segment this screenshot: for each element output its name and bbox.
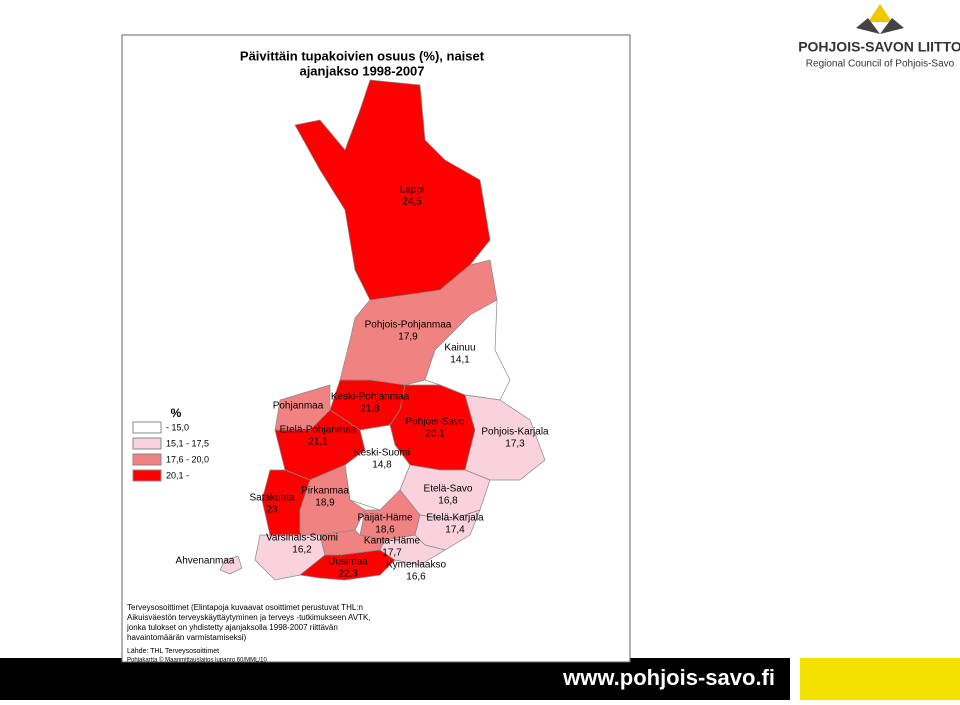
region-value: 21,8 xyxy=(360,404,380,415)
region-name: Lappi xyxy=(400,185,424,196)
legend-label: 17,6 - 20,0 xyxy=(166,454,209,464)
legend-title: % xyxy=(171,406,182,420)
logo-subtitle: Regional Council of Pohjois-Savo xyxy=(806,59,955,70)
region-value: 22,3 xyxy=(338,569,358,580)
logo-name: POHJOIS-SAVON LIITTO xyxy=(798,39,960,55)
region-name: Pohjois-Pohjanmaa xyxy=(365,320,452,331)
region xyxy=(379,534,446,566)
region-name: Pohjois-Karjala xyxy=(481,427,549,438)
source: Lähde: THL Terveysosoittimet xyxy=(127,648,219,655)
region-name: Päijät-Häme xyxy=(357,513,412,524)
region-value: 14,8 xyxy=(372,460,392,471)
region-value: 18,6 xyxy=(375,525,395,536)
region-name: Kymenlaakso xyxy=(386,560,446,571)
logo: POHJOIS-SAVON LIITTO Regional Council of… xyxy=(798,4,960,70)
region-name: Kainuu xyxy=(444,343,475,354)
legend-label: 20,1 - xyxy=(166,470,189,480)
legend-swatch xyxy=(132,453,162,466)
logo-mark xyxy=(856,18,904,34)
region-value: 16,6 xyxy=(406,572,426,583)
region-name: Varsinais-Suomi xyxy=(266,533,338,544)
region-name: Uusimaa xyxy=(328,557,368,568)
region-value: 16,2 xyxy=(292,545,312,556)
region-name: Pohjanmaa xyxy=(273,401,324,412)
legend-swatch xyxy=(132,437,162,450)
region-name: Etelä-Karjala xyxy=(426,513,484,524)
region-value: 17,3 xyxy=(505,439,525,450)
region-value: 18,9 xyxy=(315,498,335,509)
region-name: Keski-Suomi xyxy=(354,448,410,459)
region-name: Keski-Pohjanmaa xyxy=(331,392,410,403)
map-title: ajanjakso 1998-2007 xyxy=(299,63,424,78)
region xyxy=(219,555,243,575)
region-name: Kanta-Häme xyxy=(364,536,421,547)
logo-mark xyxy=(868,4,892,22)
region-name: Satakunta xyxy=(249,493,294,504)
legend-label: 15,1 - 17,5 xyxy=(166,438,209,448)
region-value: 17,9 xyxy=(398,332,418,343)
legend: % - 15,0 15,1 - 17,5 17,6 - 20,0 20,1 - xyxy=(132,406,209,482)
region-value: 23 xyxy=(266,505,278,516)
region-name: Etelä-Savo xyxy=(424,484,473,495)
map-title: Päivittäin tupakoivien osuus (%), naiset xyxy=(240,48,485,63)
basemap: Pohjakartta © Maanmittauslaitos lupanro … xyxy=(127,657,267,664)
region-name: Ahvenanmaa xyxy=(176,556,235,567)
region-value: 14,1 xyxy=(450,355,470,366)
note-line: Terveysosoittimet (Elintapoja kuvaavat o… xyxy=(127,603,363,612)
region-value: 21,1 xyxy=(308,437,328,448)
note-line: havaintomäärän varmistamiseksi) xyxy=(127,633,246,642)
website: www.pohjois-savo.fi xyxy=(562,665,775,690)
region-name: Pirkanmaa xyxy=(301,486,349,497)
note-line: Aikuisväestön terveyskäyttäytyminen ja t… xyxy=(127,613,371,622)
region xyxy=(464,394,546,481)
footer-bar xyxy=(0,658,790,700)
region-name: Pohjois-Savo xyxy=(406,417,465,428)
legend-label: - 15,0 xyxy=(166,422,189,432)
legend-swatch xyxy=(132,421,162,434)
region-value: 20,1 xyxy=(425,429,445,440)
region-value: 17,7 xyxy=(382,548,402,559)
region-value: 17,4 xyxy=(445,525,465,536)
regions xyxy=(219,79,546,581)
region-name: Etelä-Pohjanmaa xyxy=(280,425,357,436)
note-line: jonka tulokset on yhdistetty ajanjaksoll… xyxy=(126,623,338,632)
footer-accent xyxy=(800,658,960,700)
notes: Terveysosoittimet (Elintapoja kuvaavat o… xyxy=(126,603,371,642)
region-value: 16,8 xyxy=(438,496,458,507)
region-value: 24,5 xyxy=(402,197,422,208)
legend-swatch xyxy=(132,469,162,482)
region xyxy=(299,549,396,581)
